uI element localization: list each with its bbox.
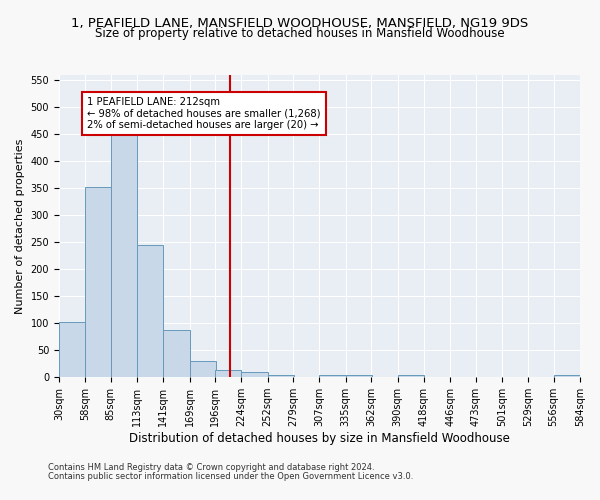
Bar [163, 330, 190, 377]
Bar [110, 136, 137, 377]
Bar [398, 374, 424, 377]
Bar [59, 322, 85, 377]
Text: Contains HM Land Registry data © Crown copyright and database right 2024.: Contains HM Land Registry data © Crown c… [48, 464, 374, 472]
Bar [268, 374, 294, 377]
Text: Size of property relative to detached houses in Mansfield Woodhouse: Size of property relative to detached ho… [95, 28, 505, 40]
Bar [241, 372, 268, 377]
Y-axis label: Number of detached properties: Number of detached properties [15, 138, 25, 314]
Text: 1, PEAFIELD LANE, MANSFIELD WOODHOUSE, MANSFIELD, NG19 9DS: 1, PEAFIELD LANE, MANSFIELD WOODHOUSE, M… [71, 18, 529, 30]
Bar [346, 374, 372, 377]
Bar [190, 361, 216, 377]
Bar [85, 186, 112, 377]
Text: 1 PEAFIELD LANE: 212sqm
← 98% of detached houses are smaller (1,268)
2% of semi-: 1 PEAFIELD LANE: 212sqm ← 98% of detache… [87, 96, 320, 130]
Bar [137, 245, 163, 377]
Bar [319, 374, 346, 377]
Text: Contains public sector information licensed under the Open Government Licence v3: Contains public sector information licen… [48, 472, 413, 481]
X-axis label: Distribution of detached houses by size in Mansfield Woodhouse: Distribution of detached houses by size … [129, 432, 510, 445]
Bar [215, 370, 241, 377]
Bar [554, 374, 580, 377]
